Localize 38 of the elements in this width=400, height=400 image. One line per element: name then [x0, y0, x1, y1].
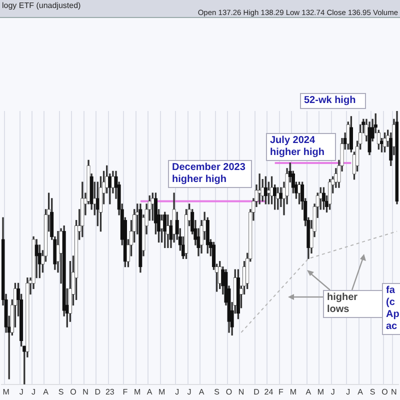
- x-tick-label: D: [94, 387, 101, 396]
- annotation: July 2024 higher high: [266, 133, 336, 161]
- x-tick-label: O: [382, 387, 388, 396]
- x-tick-label: A: [358, 387, 364, 396]
- x-tick-label: A: [306, 387, 312, 396]
- x-tick-label: D: [254, 387, 260, 396]
- x-tick-label: F: [278, 387, 284, 396]
- x-tick-label: M: [317, 387, 324, 396]
- x-tick-label: A: [198, 387, 205, 396]
- x-tick-label: N: [82, 387, 89, 396]
- x-tick-label: M: [290, 387, 297, 396]
- annotation: fa (c Ap ac: [382, 283, 400, 335]
- text: 52-wk high: [300, 93, 366, 109]
- x-tick-label: F: [122, 387, 128, 396]
- x-tick-label: J: [19, 387, 24, 396]
- annotation: higher lows: [323, 290, 383, 318]
- x-tick-label: J: [187, 387, 192, 396]
- x-tick-label: S: [370, 387, 376, 396]
- x-tick-label: J: [346, 387, 350, 396]
- x-tick-label: A: [43, 387, 50, 396]
- x-tick-label: A: [146, 387, 153, 396]
- x-tick-label: M: [2, 387, 10, 396]
- chart-title: logy ETF (unadjusted): [2, 1, 81, 10]
- x-tick-label: N: [391, 387, 398, 396]
- x-tick-label: N: [238, 387, 244, 396]
- x-tick-label: J: [175, 387, 180, 396]
- annotation: December 2023 higher high: [168, 160, 252, 188]
- x-tick-label: J: [32, 387, 36, 396]
- x-tick-label: S: [214, 387, 220, 396]
- x-tick-label: J: [330, 387, 335, 396]
- x-tick-label: S: [58, 387, 64, 396]
- candlestick: [258, 174, 262, 204]
- x-tick-label: O: [70, 387, 76, 396]
- x-tick-label: M: [134, 387, 142, 396]
- x-tick-label: 24: [264, 387, 274, 396]
- x-tick-label: O: [226, 387, 232, 396]
- x-tick-label: 23: [105, 387, 115, 396]
- x-tick-label: M: [158, 387, 166, 396]
